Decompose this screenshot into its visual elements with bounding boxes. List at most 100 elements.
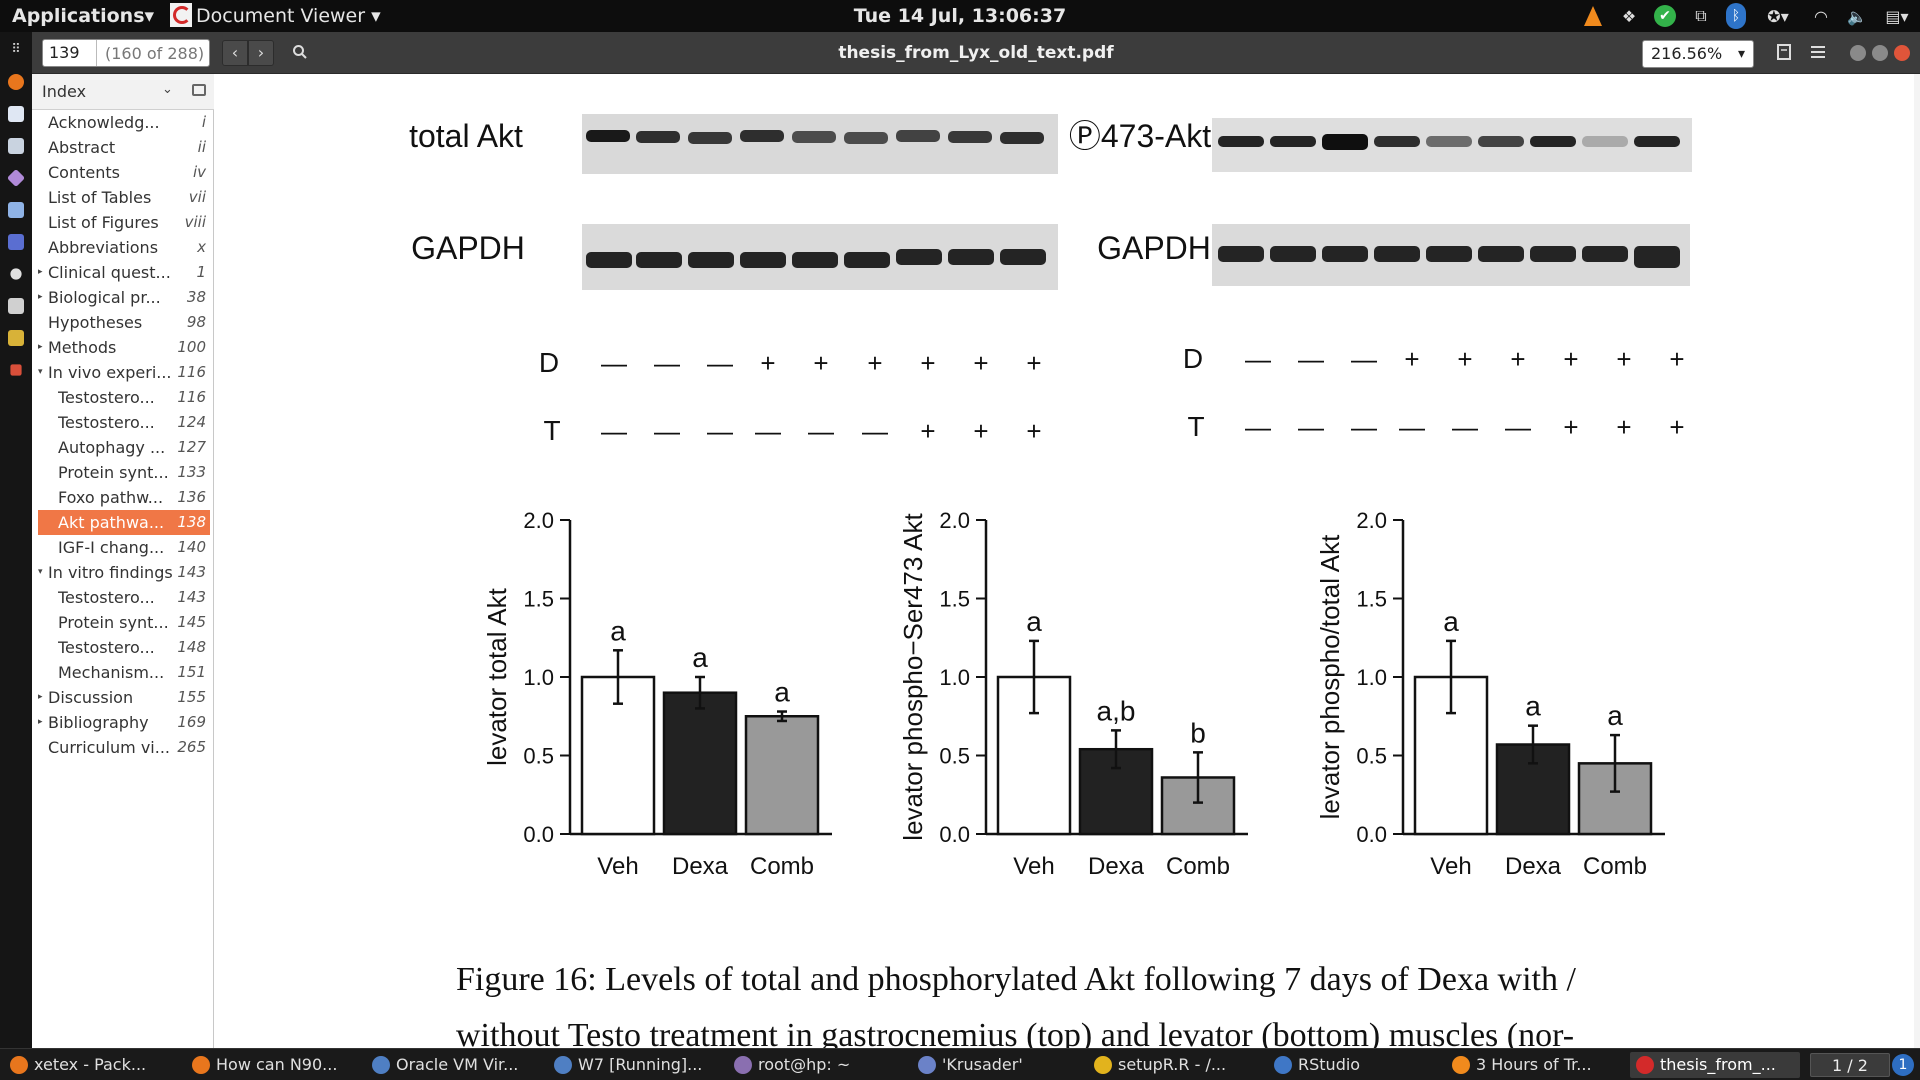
scroll-edge[interactable] <box>1914 74 1920 1048</box>
minimize-button[interactable] <box>1850 45 1866 61</box>
index-item-page: 100 <box>177 338 206 356</box>
treatment-d-right: D <box>1183 343 1203 374</box>
menu-button[interactable] <box>1804 40 1832 66</box>
taskbar-item[interactable]: How can N90... <box>186 1052 362 1078</box>
taskbar-item[interactable]: xetex - Pack... <box>4 1052 180 1078</box>
taskbar-item[interactable]: W7 [Running]... <box>548 1052 724 1078</box>
index-item[interactable]: ▸ Clinical quest... 1 <box>38 260 210 285</box>
accessibility-icon[interactable]: ✪▾ <box>1767 6 1789 26</box>
network-manager-icon[interactable]: ⧉ <box>1695 6 1707 25</box>
index-item[interactable]: Acknowledg... i <box>38 110 210 135</box>
previous-page-button[interactable]: ‹ <box>222 40 248 66</box>
chevron-down-icon[interactable]: ⌄ <box>162 82 173 97</box>
index-item[interactable]: Abbreviations x <box>38 235 210 260</box>
taskbar-item[interactable]: thesis_from_... <box>1630 1052 1800 1078</box>
index-item[interactable]: Foxo pathw... 136 <box>38 485 210 510</box>
text-icon[interactable] <box>8 298 24 314</box>
expander-open-icon[interactable]: ▾ <box>38 567 43 577</box>
taskbar-item-label: Oracle VM Vir... <box>396 1055 519 1074</box>
expander-closed-icon[interactable]: ▸ <box>38 342 43 352</box>
expander-closed-icon[interactable]: ▸ <box>38 267 43 277</box>
bar <box>744 715 820 836</box>
workspace-pager[interactable]: 1 / 2 <box>1810 1053 1890 1077</box>
volume-icon[interactable]: 🔈 <box>1847 6 1867 26</box>
applications-menu[interactable]: Applications▾ <box>12 5 155 27</box>
document-page[interactable]: total Akt GAPDH Ⓟ473-Akt GAPDH D T D T —… <box>214 74 1920 1048</box>
taskbar-item[interactable]: Oracle VM Vir... <box>366 1052 544 1078</box>
treatment-sign: — <box>654 348 680 378</box>
clipboard-icon[interactable]: ▤▾ <box>1885 6 1909 26</box>
y-axis-label: levator total Akt <box>482 587 512 766</box>
expander-closed-icon[interactable]: ▸ <box>38 292 43 302</box>
index-item[interactable]: ▾ In vivo experi... 116 <box>38 360 210 385</box>
index-item[interactable]: Testostero... 143 <box>38 585 210 610</box>
index-item[interactable]: ▾ In vitro findings 143 <box>38 560 210 585</box>
y-axis-label: levator phospho/total Akt <box>1315 534 1345 820</box>
bluetooth-icon[interactable]: ᛒ <box>1726 3 1746 29</box>
find-button[interactable] <box>286 40 314 66</box>
sidebar-close-icon[interactable] <box>192 84 206 96</box>
index-item[interactable]: Curriculum vi... 265 <box>38 735 210 760</box>
index-item[interactable]: Mechanism... 151 <box>38 660 210 685</box>
treatment-sign: — <box>1298 344 1324 374</box>
maximize-button[interactable] <box>1872 45 1888 61</box>
index-item[interactable]: Testostero... 148 <box>38 635 210 660</box>
index-item[interactable]: Testostero... 116 <box>38 385 210 410</box>
terminal-icon[interactable] <box>10 268 22 280</box>
document-icon[interactable] <box>8 106 24 122</box>
taskbar-item[interactable]: root@hp: ~ <box>728 1052 908 1078</box>
gimp-icon[interactable] <box>8 330 24 346</box>
vlc-cone-icon[interactable] <box>1582 5 1604 27</box>
y-tick-label: 0.0 <box>523 822 554 847</box>
index-item[interactable]: Contents iv <box>38 160 210 185</box>
annotations-button[interactable] <box>1770 40 1798 66</box>
diamond-icon[interactable] <box>6 168 26 188</box>
tools-icon[interactable] <box>10 364 22 376</box>
index-item[interactable]: ▸ Bibliography 169 <box>38 710 210 735</box>
text-editor-icon[interactable] <box>8 138 24 154</box>
firefox-icon[interactable] <box>8 74 24 90</box>
page-entry[interactable]: 139 (160 of 288) <box>42 39 210 67</box>
taskbar-item[interactable]: 3 Hours of Tr... <box>1446 1052 1626 1078</box>
apps-grid-icon[interactable]: ⠿ <box>11 42 21 57</box>
dropbox-icon[interactable]: ❖ <box>1621 6 1637 26</box>
calculator-icon[interactable] <box>8 234 24 250</box>
zoom-select[interactable]: 216.56% ▾ <box>1642 40 1754 68</box>
expander-open-icon[interactable]: ▾ <box>38 367 43 377</box>
index-item-page: 143 <box>177 563 206 581</box>
taskbar-item[interactable]: RStudio <box>1268 1052 1442 1078</box>
significance-label: a,b <box>1097 695 1136 726</box>
sidebar-header[interactable]: Index ⌄ <box>32 74 214 110</box>
index-item[interactable]: Protein synt... 145 <box>38 610 210 635</box>
index-item[interactable]: List of Tables vii <box>38 185 210 210</box>
close-button[interactable] <box>1894 45 1910 61</box>
app-menu[interactable]: Document Viewer ▾ <box>170 0 381 32</box>
index-item[interactable]: ▸ Discussion 155 <box>38 685 210 710</box>
package-icon[interactable] <box>8 202 24 218</box>
system-tray: ❖ ✔ ⧉ ᛒ ✪▾ ◠ 🔈 ▤▾ <box>1582 0 1912 32</box>
taskbar-item[interactable]: setupR.R - /... <box>1088 1052 1264 1078</box>
sidebar-mode-label[interactable]: Index <box>42 82 87 101</box>
blot-band <box>1478 246 1524 262</box>
expander-closed-icon[interactable]: ▸ <box>38 692 43 702</box>
wifi-icon[interactable]: ◠ <box>1814 6 1828 26</box>
check-icon[interactable]: ✔ <box>1654 5 1676 27</box>
notification-badge[interactable]: 1 <box>1892 1054 1914 1076</box>
index-item[interactable]: Abstract ii <box>38 135 210 160</box>
taskbar-item[interactable]: 'Krusader' <box>912 1052 1084 1078</box>
treatment-sign: + <box>1510 344 1525 374</box>
index-item[interactable]: IGF-I chang... 140 <box>38 535 210 560</box>
index-item[interactable]: List of Figures viii <box>38 210 210 235</box>
index-item[interactable]: Autophagy ... 127 <box>38 435 210 460</box>
category-label: Dexa <box>672 853 729 880</box>
expander-closed-icon[interactable]: ▸ <box>38 717 43 727</box>
index-item[interactable]: Hypotheses 98 <box>38 310 210 335</box>
next-page-button[interactable]: › <box>248 40 274 66</box>
index-item[interactable]: Testostero... 124 <box>38 410 210 435</box>
index-item[interactable]: Protein synt... 133 <box>38 460 210 485</box>
page-number-input[interactable]: 139 <box>43 40 97 66</box>
index-item[interactable]: ▸ Biological pr... 38 <box>38 285 210 310</box>
index-item[interactable]: Akt pathwa... 138 <box>38 510 210 535</box>
index-item[interactable]: ▸ Methods 100 <box>38 335 210 360</box>
blot-bands <box>586 130 1680 268</box>
